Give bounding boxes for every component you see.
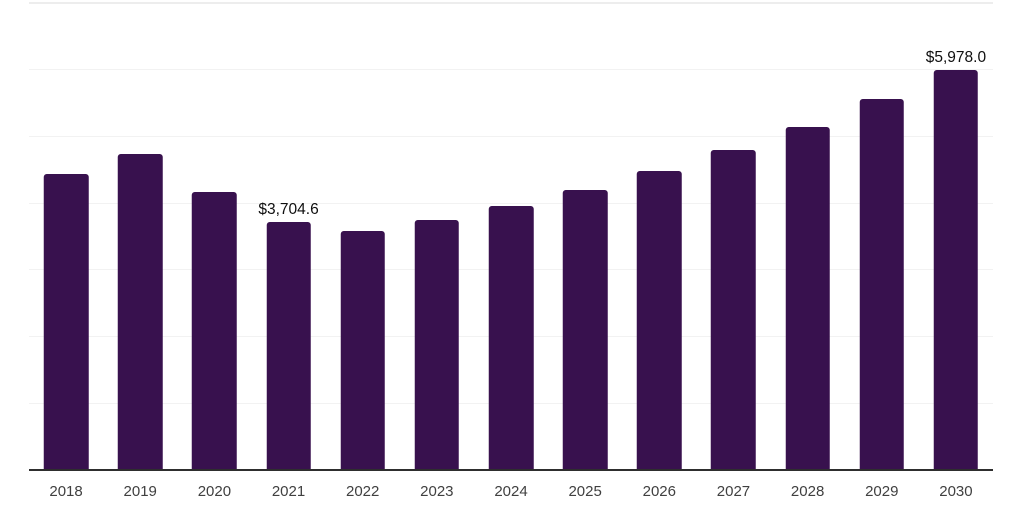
x-axis-label-2021: 2021 xyxy=(271,483,306,500)
x-axis-line xyxy=(29,469,993,471)
plot-area: $3,704.6 $5,978.0 xyxy=(29,2,993,471)
bar-2024 xyxy=(488,205,534,470)
bar-2030 xyxy=(933,70,979,470)
bar-2025 xyxy=(562,190,608,470)
x-axis-label-2018: 2018 xyxy=(49,483,83,500)
bar-2026 xyxy=(637,171,682,470)
bar-2029 xyxy=(859,99,905,470)
x-axis-label-2022: 2022 xyxy=(346,483,380,500)
bar-2020 xyxy=(192,191,237,470)
x-axis-label-2024: 2024 xyxy=(494,483,528,500)
x-axis-label-2020: 2020 xyxy=(197,483,232,500)
bar-2027 xyxy=(711,149,756,470)
bar-2023 xyxy=(414,219,460,470)
gridline-4000 xyxy=(29,202,993,204)
x-axis-label-2028: 2028 xyxy=(790,483,825,500)
gridline-7000 xyxy=(29,2,993,4)
bar-2028 xyxy=(785,126,830,470)
x-axis-label-2030: 2030 xyxy=(939,483,973,500)
x-axis-label-2029: 2029 xyxy=(865,483,899,500)
x-axis-label-2025: 2025 xyxy=(568,483,602,500)
x-axis-label-2026: 2026 xyxy=(642,483,676,500)
gridline-5000 xyxy=(29,135,993,137)
bar-2018 xyxy=(43,173,89,470)
bar-2022 xyxy=(340,230,385,470)
x-axis-label-2023: 2023 xyxy=(420,483,454,500)
data-label-2030: $5,978.0 xyxy=(925,49,987,67)
bar-2021 xyxy=(266,222,311,470)
bar-2019 xyxy=(117,154,163,470)
data-label-2021: $3,704.6 xyxy=(258,201,319,219)
x-axis-label-2027: 2027 xyxy=(716,483,751,500)
x-axis-label-2019: 2019 xyxy=(123,483,157,500)
gridline-6000 xyxy=(29,68,993,70)
